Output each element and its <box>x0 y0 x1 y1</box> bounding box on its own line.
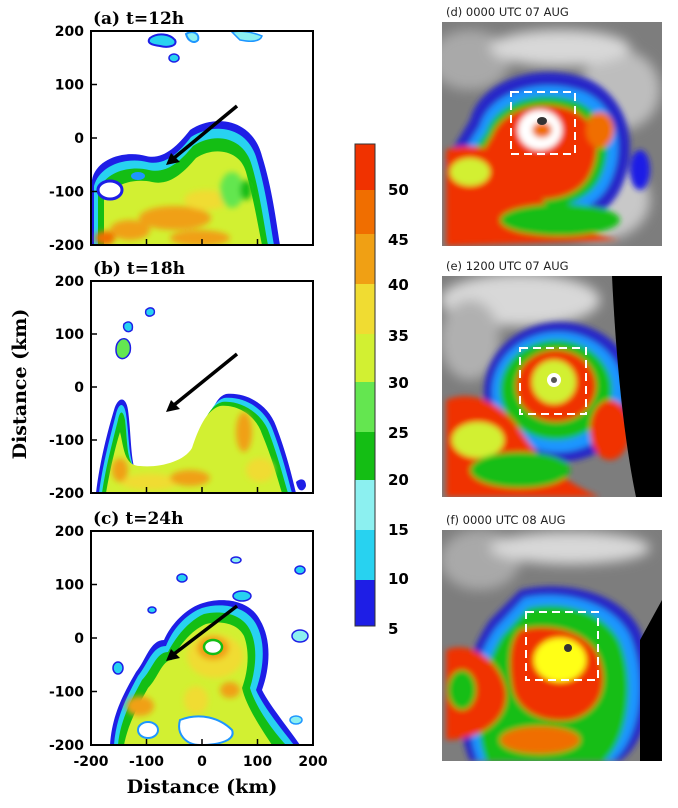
colorbar-label: 20 <box>388 471 409 489</box>
panel-c-label: (c) t=24h <box>93 509 183 529</box>
tick-label: -200 <box>49 238 84 254</box>
tick-label: 0 <box>197 754 207 770</box>
panel-a: (a) t=12h 200 100 0 -100 -200 <box>49 9 314 254</box>
panel-c-field <box>110 556 309 745</box>
tick-label: 100 <box>55 327 84 343</box>
colorbar-band <box>355 480 375 530</box>
satellite-label-f: (f) 0000 UTC 08 AUG <box>446 513 566 527</box>
panel-b-arrow <box>166 352 239 412</box>
colorbar: 50 45 40 35 30 25 20 15 10 5 <box>354 143 409 638</box>
tick-label: -200 <box>73 754 108 770</box>
panel-a-ticks <box>91 30 259 245</box>
tick-label: -100 <box>49 185 84 201</box>
colorbar-band <box>355 530 375 580</box>
tick-label: -100 <box>49 433 84 449</box>
colorbar-label: 45 <box>388 231 409 249</box>
colorbar-label: 50 <box>388 181 409 199</box>
tick-label: -200 <box>49 738 84 754</box>
panel-a-yticklabels: 200 100 0 -100 -200 <box>49 24 84 254</box>
colorbar-label: 25 <box>388 424 409 442</box>
tick-label: 100 <box>243 754 272 770</box>
tick-label: -100 <box>49 685 84 701</box>
colorbar-band <box>355 432 375 480</box>
tick-label: 200 <box>55 274 84 290</box>
panel-c-ticks <box>91 530 259 745</box>
tick-label: 0 <box>74 131 84 147</box>
tick-label: -100 <box>129 754 164 770</box>
y-axis-label: Distance (km) <box>9 309 31 460</box>
colorbar-band <box>355 334 375 382</box>
satellite-label-d: (d) 0000 UTC 07 AUG <box>446 5 569 19</box>
colorbar-label: 15 <box>388 521 409 539</box>
satellite-image-d: (d) 0000 UTC 07 AUG <box>442 5 662 246</box>
colorbar-label: 35 <box>388 327 409 345</box>
satellite-label-e: (e) 1200 UTC 07 AUG <box>446 259 569 273</box>
tick-label: 100 <box>55 578 84 594</box>
tick-label: -200 <box>49 486 84 502</box>
panel-b-label: (b) t=18h <box>93 259 185 279</box>
colorbar-band <box>355 190 375 234</box>
colorbar-frame <box>354 143 376 627</box>
colorbar-band <box>355 580 375 626</box>
panel-c-yticklabels: 200 100 0 -100 -200 <box>49 524 84 754</box>
colorbar-band <box>355 234 375 284</box>
panel-c-arrow <box>166 604 239 661</box>
panel-a-field <box>92 31 280 245</box>
tick-label: 200 <box>55 524 84 540</box>
panel-a-arrow <box>166 104 239 165</box>
x-axis-label: Distance (km) <box>127 776 278 798</box>
panel-c: (c) t=24h 200 100 0 -100 -200 -200 -100 … <box>49 509 328 770</box>
panel-b-yticklabels: 200 100 0 -100 -200 <box>49 274 84 502</box>
panel-b-ticks <box>91 280 259 493</box>
satellite-image-e: (e) 1200 UTC 07 AUG <box>442 259 662 497</box>
tick-label: 200 <box>298 754 327 770</box>
tick-label: 0 <box>74 631 84 647</box>
colorbar-label: 10 <box>388 570 409 588</box>
colorbar-label: 40 <box>388 276 409 294</box>
colorbar-label: 5 <box>388 620 398 638</box>
panel-b: (b) t=18h 200 100 0 -100 -200 <box>49 259 314 502</box>
satellite-image-f: (f) 0000 UTC 08 AUG <box>442 513 662 761</box>
panel-a-label: (a) t=12h <box>93 9 184 29</box>
tick-label: 0 <box>74 380 84 396</box>
colorbar-band <box>355 382 375 432</box>
colorbar-label: 30 <box>388 374 409 392</box>
tick-label: 100 <box>55 78 84 94</box>
panel-c-xticklabels: -200 -100 0 100 200 <box>73 754 327 770</box>
tick-label: 200 <box>55 24 84 40</box>
panel-b-field <box>96 307 306 493</box>
colorbar-band <box>355 284 375 334</box>
